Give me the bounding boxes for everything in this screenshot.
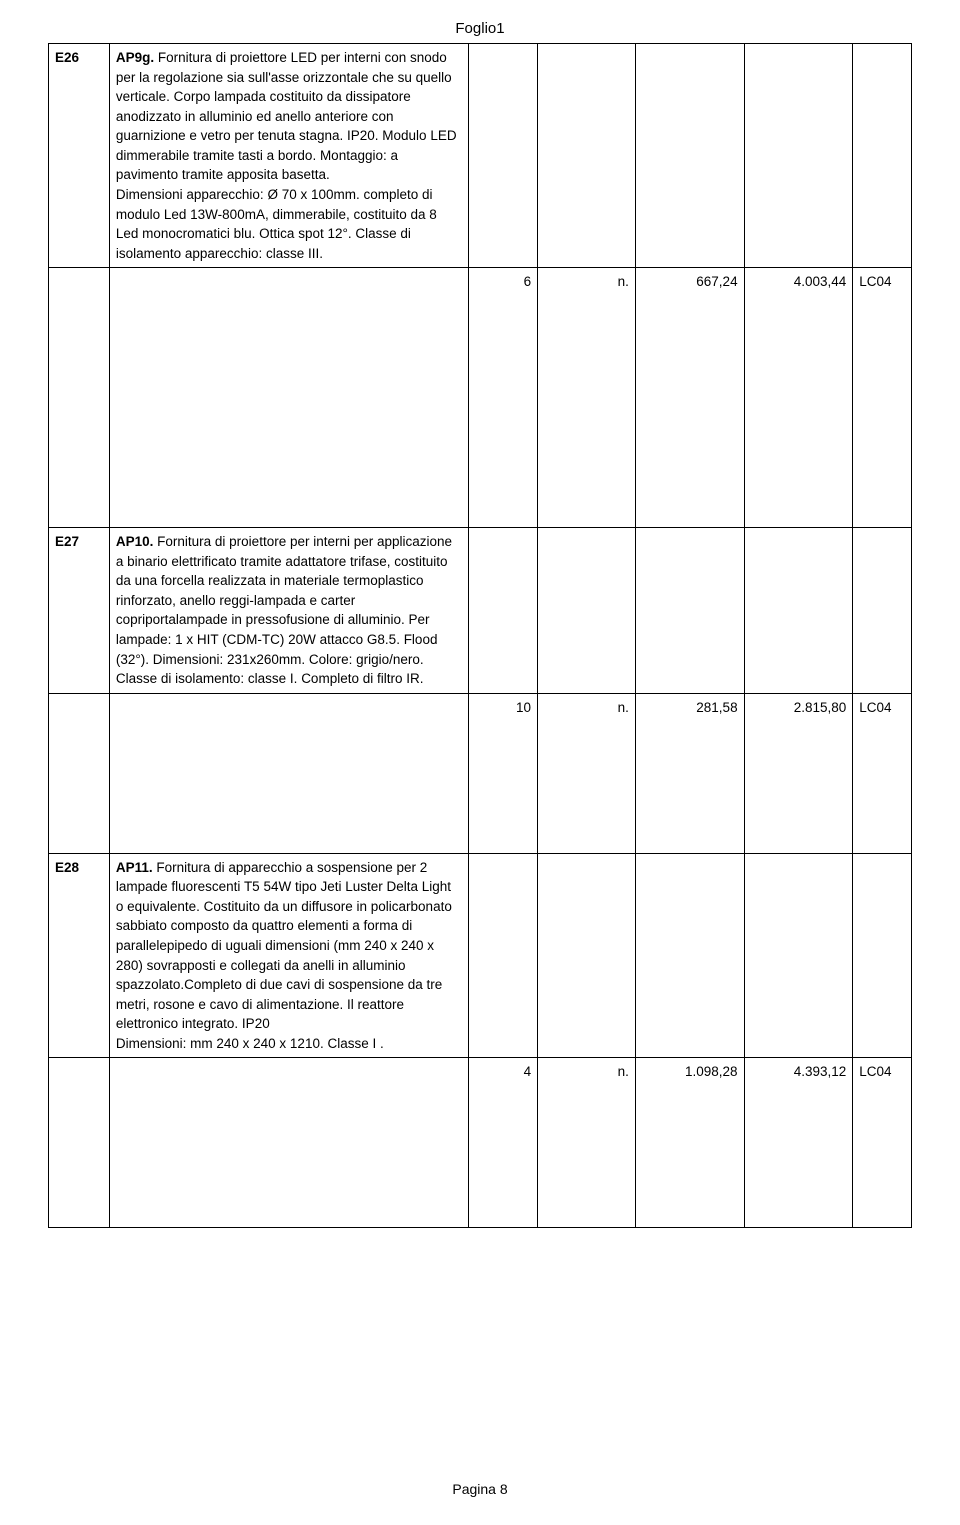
desc-bold-label: AP9g. <box>116 50 154 65</box>
table-row-totals: 4 n. 1.098,28 4.393,12 LC04 <box>49 1058 912 1228</box>
table-row: E27 AP10. Fornitura di proiettore per in… <box>49 528 912 694</box>
cell-empty <box>744 528 853 694</box>
cell-empty <box>49 693 110 853</box>
cell-empty <box>853 853 912 1058</box>
cell-total: 4.003,44 <box>744 268 853 528</box>
cell-empty <box>744 853 853 1058</box>
cell-empty <box>468 528 538 694</box>
cell-code: LC04 <box>853 693 912 853</box>
row-id: E28 <box>49 853 110 1058</box>
cell-qty: 10 <box>468 693 538 853</box>
cell-total: 2.815,80 <box>744 693 853 853</box>
cell-empty <box>49 1058 110 1228</box>
row-description: AP11. Fornitura di apparecchio a sospens… <box>109 853 468 1058</box>
cell-qty: 4 <box>468 1058 538 1228</box>
cell-empty <box>538 44 636 268</box>
cell-total: 4.393,12 <box>744 1058 853 1228</box>
cell-empty <box>468 44 538 268</box>
cell-empty <box>109 268 468 528</box>
cell-price: 1.098,28 <box>635 1058 744 1228</box>
cell-empty <box>538 528 636 694</box>
cell-unit: n. <box>538 268 636 528</box>
cell-price: 281,58 <box>635 693 744 853</box>
cell-empty <box>109 693 468 853</box>
cell-code: LC04 <box>853 1058 912 1228</box>
cell-empty <box>635 853 744 1058</box>
row-id: E26 <box>49 44 110 268</box>
page-footer: Pagina 8 <box>0 1481 960 1497</box>
cell-empty <box>109 1058 468 1228</box>
page-container: Foglio1 E26 AP9g. Fornitura di proiettor… <box>0 0 960 1525</box>
row-id: E27 <box>49 528 110 694</box>
cell-code: LC04 <box>853 268 912 528</box>
cell-unit: n. <box>538 693 636 853</box>
desc-body: Fornitura di apparecchio a sospensione p… <box>116 860 452 1051</box>
table-row-totals: 10 n. 281,58 2.815,80 LC04 <box>49 693 912 853</box>
row-description: AP10. Fornitura di proiettore per intern… <box>109 528 468 694</box>
cell-empty <box>853 528 912 694</box>
desc-bold-label: AP10. <box>116 534 154 549</box>
spec-table: E26 AP9g. Fornitura di proiettore LED pe… <box>48 43 912 1228</box>
cell-empty <box>635 44 744 268</box>
table-row: E28 AP11. Fornitura di apparecchio a sos… <box>49 853 912 1058</box>
cell-empty <box>853 44 912 268</box>
desc-bold-label: AP11. <box>116 860 153 875</box>
cell-empty <box>49 268 110 528</box>
table-row-totals: 6 n. 667,24 4.003,44 LC04 <box>49 268 912 528</box>
cell-unit: n. <box>538 1058 636 1228</box>
row-description: AP9g. Fornitura di proiettore LED per in… <box>109 44 468 268</box>
cell-empty <box>744 44 853 268</box>
desc-body: Fornitura di proiettore LED per interni … <box>116 50 457 261</box>
cell-qty: 6 <box>468 268 538 528</box>
cell-empty <box>468 853 538 1058</box>
cell-empty <box>635 528 744 694</box>
table-row: E26 AP9g. Fornitura di proiettore LED pe… <box>49 44 912 268</box>
cell-empty <box>538 853 636 1058</box>
sheet-title: Foglio1 <box>48 20 912 43</box>
cell-price: 667,24 <box>635 268 744 528</box>
desc-body: Fornitura di proiettore per interni per … <box>116 534 452 686</box>
